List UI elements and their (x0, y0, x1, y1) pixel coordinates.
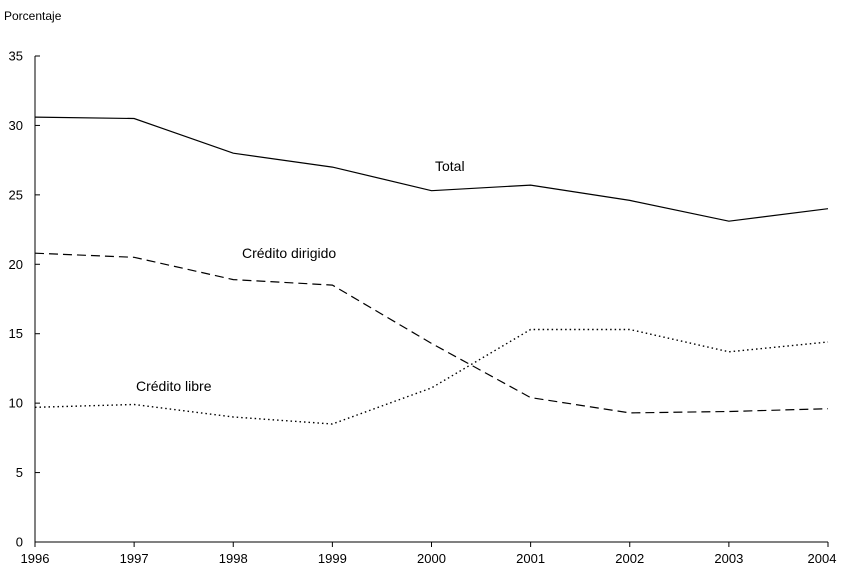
x-tick-label: 2002 (615, 551, 644, 566)
x-tick-label: 1996 (21, 551, 50, 566)
x-tick-label: 1999 (318, 551, 347, 566)
x-axis-ticks: 1996 1997 1998 1999 2000 2001 2002 2003 2004 (21, 542, 837, 566)
x-tick-label: 2001 (516, 551, 545, 566)
y-tick-label: 30 (9, 118, 23, 133)
x-tick-label: 1998 (219, 551, 248, 566)
x-tick-label: 2004 (808, 551, 837, 566)
x-tick-label: 2000 (417, 551, 446, 566)
y-tick-label: 0 (16, 535, 23, 550)
y-tick-label: 20 (9, 257, 23, 272)
y-tick-label: 10 (9, 396, 23, 411)
y-tick-label: 25 (9, 187, 23, 202)
series-line-total (34, 116, 829, 222)
series-label-total: Total (435, 158, 465, 174)
series-line-credito-dirigido (34, 252, 829, 414)
y-tick-label: 5 (16, 465, 23, 480)
y-axis-title: Porcentaje (4, 9, 62, 23)
series-line-credito-libre (34, 328, 829, 425)
y-tick-label: 15 (9, 326, 23, 341)
series-lines (34, 116, 829, 425)
x-tick-label: 2003 (714, 551, 743, 566)
y-axis-ticks: 0 5 10 15 20 25 30 35 (9, 49, 40, 550)
series-label-credito-dirigido: Crédito dirigido (242, 245, 336, 261)
y-tick-label: 35 (9, 49, 23, 64)
x-tick-label: 1997 (120, 551, 149, 566)
series-label-credito-libre: Crédito libre (136, 378, 212, 394)
